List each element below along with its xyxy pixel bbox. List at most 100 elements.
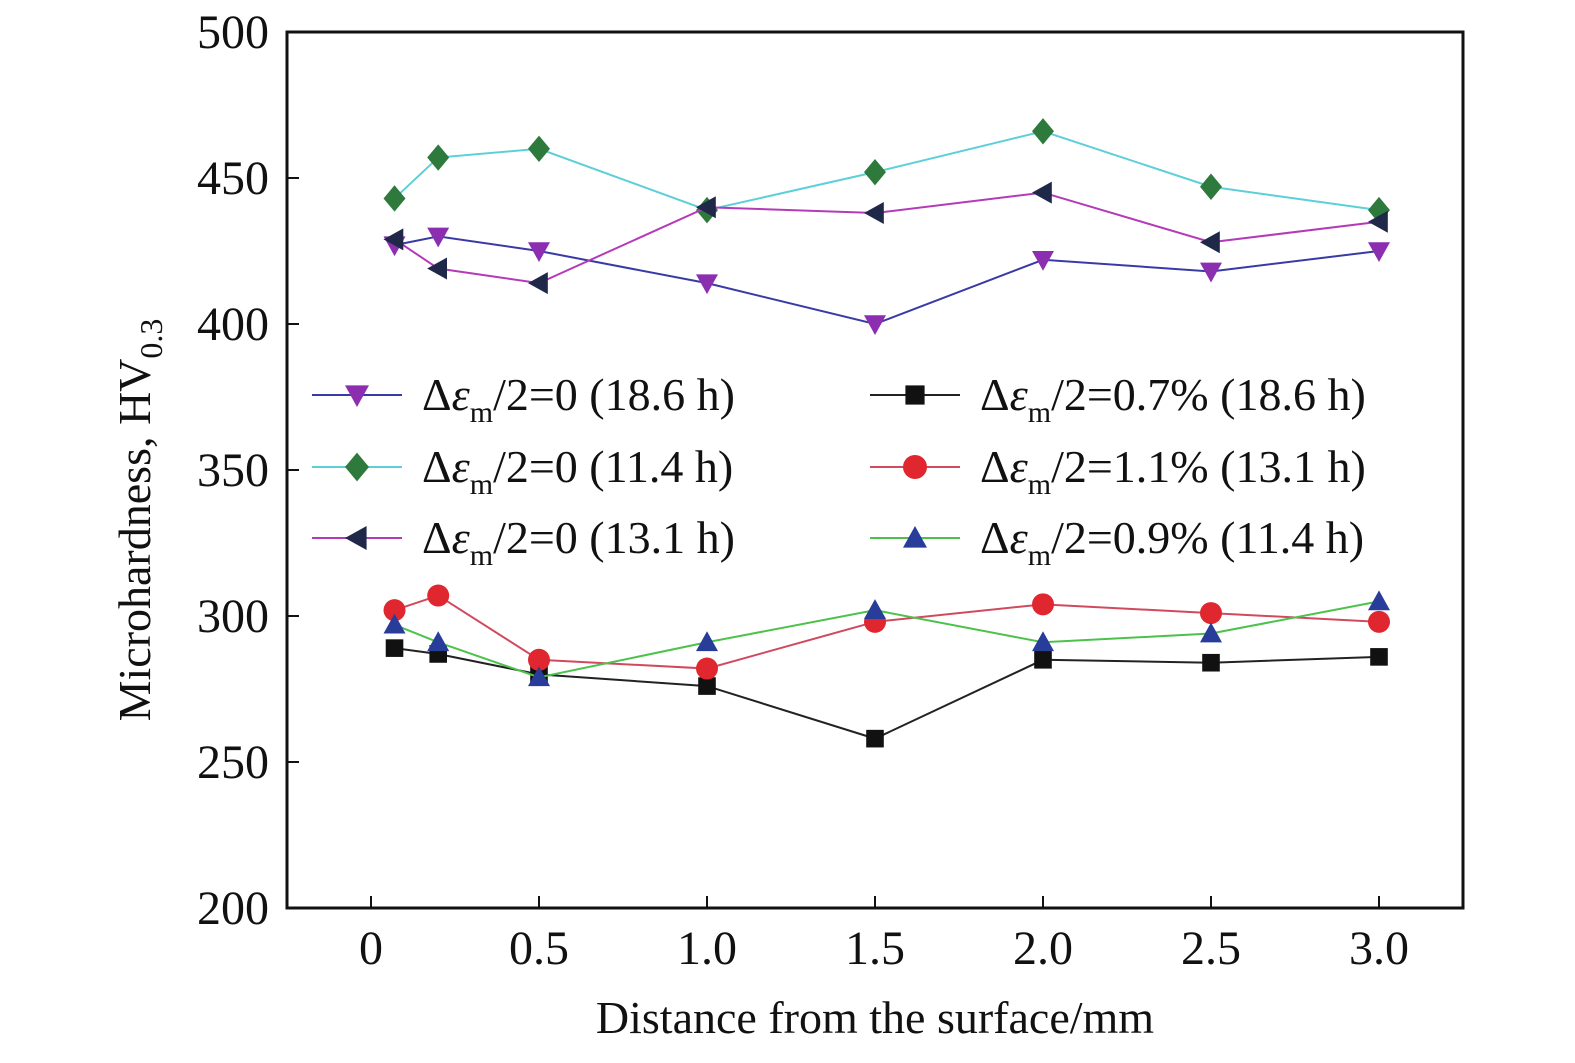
legend-label-prefix: Δ [422,369,452,420]
series-line [393,130,1380,212]
legend-label: Δεm/2=1.1% (13.1 h) [980,441,1366,501]
data-point [1368,590,1390,611]
legend-label-epsilon: ε [1010,512,1029,563]
series-line [393,191,1380,285]
data-point [1200,231,1220,254]
data-point [528,135,550,162]
legend-label-epsilon: ε [1010,441,1029,492]
legend-label-sub: m [470,539,493,572]
data-point [866,729,884,748]
y-tick-label: 350 [197,444,269,497]
data-point [528,242,550,262]
data-point [427,144,450,171]
y-axis-title: Microhardness, HV0.3 [109,319,169,722]
series-line [394,600,1380,679]
legend-label-prefix: Δ [422,512,452,563]
legend-label-sub: m [470,468,493,501]
legend-label-epsilon: ε [452,441,471,492]
y-tick-label: 400 [197,298,269,351]
data-point [528,272,548,295]
x-tick-label: 3.0 [1349,922,1409,975]
data-point [427,227,450,248]
x-tick-label: 2.0 [1013,922,1073,975]
legend-item: Δεm/2=0.7% (18.6 h) [870,369,1366,429]
data-point [696,631,718,652]
data-point [383,185,406,212]
x-tick-label: 0.5 [509,922,569,975]
legend-label-rest: /2=0 (13.1 h) [493,512,735,563]
y-tick-label: 500 [197,6,269,59]
y-tick-label: 200 [197,882,269,935]
data-point [383,599,406,622]
legend-label-epsilon: ε [452,369,471,420]
data-point [427,584,450,607]
series-line [394,594,1380,670]
legend-marker [345,385,369,407]
legend-label-sub: m [1028,539,1051,572]
data-point [1034,651,1052,669]
x-tick-label: 2.5 [1181,922,1241,975]
legend-marker [345,452,369,482]
legend-label-prefix: Δ [980,512,1010,563]
data-point [864,158,886,186]
legend: Δεm/2=0 (18.6 h)Δεm/2=0 (11.4 h)Δεm/2=0 … [312,369,1366,572]
x-axis-title: Distance from the surface/mm [596,992,1154,1043]
legend-label-rest: /2=0 (18.6 h) [493,369,735,420]
legend-marker [905,385,925,405]
data-point [1032,181,1052,204]
data-point [696,657,718,680]
legend-label: Δεm/2=0.7% (18.6 h) [980,369,1366,429]
legend-item: Δεm/2=0 (18.6 h) [312,369,735,429]
legend-label-prefix: Δ [422,441,452,492]
series-layer [383,118,1390,748]
data-point [1200,602,1222,625]
legend-label-epsilon: ε [1010,369,1029,420]
y-tick-label: 250 [197,736,269,789]
data-point [383,228,404,251]
data-point [1370,648,1388,666]
y-tick-label: 300 [197,590,269,643]
series-line [394,235,1380,326]
legend-label: Δεm/2=0 (11.4 h) [422,441,733,501]
data-point [1368,610,1390,633]
legend-label-prefix: Δ [980,441,1010,492]
data-point [1200,622,1222,643]
x-tick-label: 1.5 [845,922,905,975]
data-point [427,631,450,652]
data-point [528,666,550,687]
y-axis-title-main: Microhardness, HV [109,359,160,722]
legend-marker [903,455,927,479]
legend-label: Δεm/2=0.9% (11.4 h) [980,512,1364,572]
legend-label-rest: /2=1.1% (13.1 h) [1051,441,1366,492]
data-point [1200,262,1222,283]
legend-label-prefix: Δ [980,369,1010,420]
y-tick-label: 450 [197,152,269,205]
data-point [696,196,716,219]
series-3 [383,181,1388,295]
legend-label-sub: m [470,396,493,429]
legend-item: Δεm/2=0 (13.1 h) [312,512,735,572]
data-point [696,274,718,295]
x-tick-label: 0 [359,922,383,975]
data-point [528,648,550,671]
data-point [1032,250,1054,271]
legend-item: Δεm/2=0 (11.4 h) [312,441,733,501]
legend-label: Δεm/2=0 (18.6 h) [422,369,735,429]
data-point [1032,631,1054,652]
legend-label-rest: /2=0 (11.4 h) [493,441,733,492]
data-point [1368,242,1390,262]
data-point [1032,118,1054,145]
legend-label: Δεm/2=0 (13.1 h) [422,512,735,572]
series-1 [383,227,1390,335]
legend-marker [903,526,927,548]
legend-item: Δεm/2=0.9% (11.4 h) [870,512,1364,572]
legend-item: Δεm/2=1.1% (13.1 h) [870,441,1366,501]
x-tick-label: 1.0 [677,922,737,975]
data-point [1200,173,1222,200]
data-point [427,257,447,280]
series-line [394,647,1380,740]
legend-label-rest: /2=0.7% (18.6 h) [1051,369,1366,420]
y-axis-title-sub: 0.3 [133,319,169,359]
series-6 [383,590,1390,687]
